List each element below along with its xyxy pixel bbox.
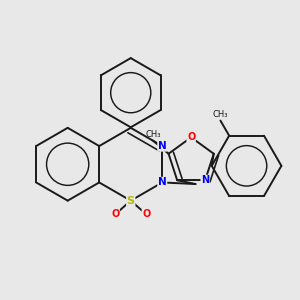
Text: CH₃: CH₃ xyxy=(213,110,228,119)
Text: O: O xyxy=(142,209,151,219)
Text: CH₃: CH₃ xyxy=(145,130,160,139)
Text: N: N xyxy=(158,178,167,188)
Text: N: N xyxy=(201,175,209,185)
Text: O: O xyxy=(111,209,119,219)
Text: N: N xyxy=(158,141,167,151)
Text: O: O xyxy=(187,132,195,142)
Text: S: S xyxy=(127,196,135,206)
